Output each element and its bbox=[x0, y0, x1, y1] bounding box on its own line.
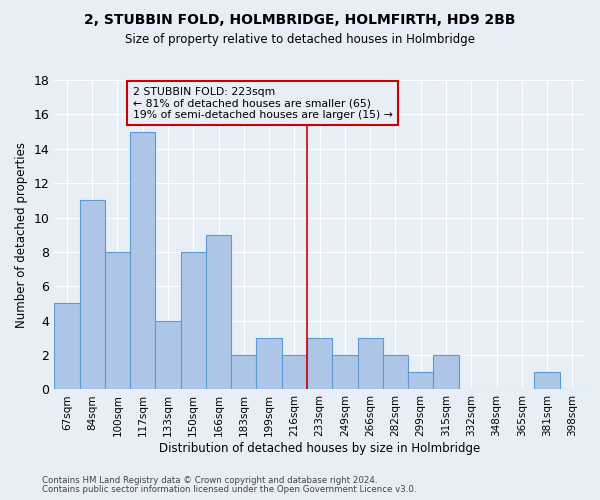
Text: Size of property relative to detached houses in Holmbridge: Size of property relative to detached ho… bbox=[125, 32, 475, 46]
Bar bbox=[282, 355, 307, 390]
Bar bbox=[307, 338, 332, 390]
Y-axis label: Number of detached properties: Number of detached properties bbox=[15, 142, 28, 328]
Text: 2, STUBBIN FOLD, HOLMBRIDGE, HOLMFIRTH, HD9 2BB: 2, STUBBIN FOLD, HOLMBRIDGE, HOLMFIRTH, … bbox=[84, 12, 516, 26]
Text: 2 STUBBIN FOLD: 223sqm
← 81% of detached houses are smaller (65)
19% of semi-det: 2 STUBBIN FOLD: 223sqm ← 81% of detached… bbox=[133, 87, 392, 120]
X-axis label: Distribution of detached houses by size in Holmbridge: Distribution of detached houses by size … bbox=[159, 442, 480, 455]
Bar bbox=[206, 234, 231, 390]
Bar bbox=[130, 132, 155, 390]
Bar bbox=[256, 338, 282, 390]
Bar bbox=[383, 355, 408, 390]
Text: Contains HM Land Registry data © Crown copyright and database right 2024.: Contains HM Land Registry data © Crown c… bbox=[42, 476, 377, 485]
Bar bbox=[105, 252, 130, 390]
Bar bbox=[332, 355, 358, 390]
Bar bbox=[54, 304, 80, 390]
Bar bbox=[433, 355, 458, 390]
Bar bbox=[231, 355, 256, 390]
Bar bbox=[408, 372, 433, 390]
Bar bbox=[155, 320, 181, 390]
Bar bbox=[358, 338, 383, 390]
Text: Contains public sector information licensed under the Open Government Licence v3: Contains public sector information licen… bbox=[42, 485, 416, 494]
Bar bbox=[535, 372, 560, 390]
Bar bbox=[181, 252, 206, 390]
Bar bbox=[80, 200, 105, 390]
